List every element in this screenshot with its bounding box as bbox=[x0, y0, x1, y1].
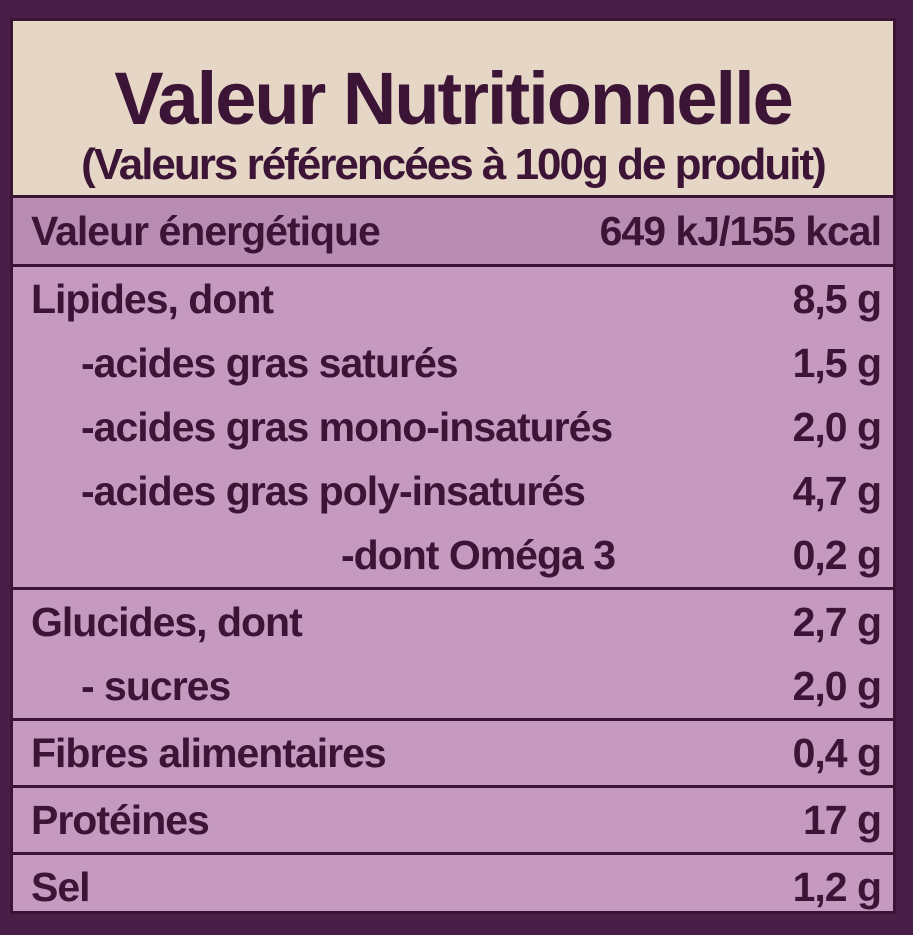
row-value: 2,0 g bbox=[792, 662, 882, 709]
row-label: Fibres alimentaires bbox=[31, 729, 387, 776]
section-glucides: Glucides, dont 2,7 g - sucres 2,0 g bbox=[13, 590, 893, 721]
row-value: 4,7 g bbox=[792, 467, 882, 514]
row-label: Protéines bbox=[31, 796, 210, 843]
table-row: - sucres 2,0 g bbox=[31, 654, 882, 718]
table-row: Fibres alimentaires 0,4 g bbox=[31, 721, 882, 785]
row-label: - sucres bbox=[81, 662, 231, 709]
table-row: Lipides, dont 8,5 g bbox=[31, 267, 882, 331]
row-label: -acides gras mono-insaturés bbox=[81, 403, 613, 450]
row-label: -acides gras saturés bbox=[81, 339, 459, 386]
section-proteines: Protéines 17 g bbox=[13, 788, 893, 855]
row-value: 17 g bbox=[802, 796, 882, 843]
label-header: Valeur Nutritionnelle (Valeurs référencé… bbox=[13, 21, 893, 198]
row-value: 0,2 g bbox=[792, 531, 882, 578]
section-fibres: Fibres alimentaires 0,4 g bbox=[13, 721, 893, 788]
row-value: 0,4 g bbox=[792, 729, 882, 776]
energy-value: 649 kJ/155 kcal bbox=[599, 207, 882, 254]
table-row: Protéines 17 g bbox=[31, 788, 882, 852]
row-label: Sel bbox=[31, 863, 91, 910]
table-row: -acides gras saturés 1,5 g bbox=[31, 331, 882, 395]
row-label: Lipides, dont bbox=[31, 275, 274, 322]
table-row: -acides gras poly-insaturés 4,7 g bbox=[31, 459, 882, 523]
row-value: 8,5 g bbox=[792, 275, 882, 322]
energy-row: Valeur énergétique 649 kJ/155 kcal bbox=[13, 198, 893, 267]
nutrition-label: Valeur Nutritionnelle (Valeurs référencé… bbox=[10, 18, 896, 914]
table-row: Sel 1,2 g bbox=[31, 855, 882, 919]
table-row: -dont Oméga 3 0,2 g bbox=[31, 523, 882, 587]
row-value: 2,7 g bbox=[792, 598, 882, 645]
label-title: Valeur Nutritionnelle bbox=[114, 57, 794, 140]
row-value: 2,0 g bbox=[792, 403, 882, 450]
table-row: Glucides, dont 2,7 g bbox=[31, 590, 882, 654]
section-lipides: Lipides, dont 8,5 g -acides gras saturés 1… bbox=[13, 267, 893, 590]
label-subtitle: (Valeurs référencées à 100g de produit) bbox=[81, 140, 827, 189]
row-label: Glucides, dont bbox=[31, 598, 303, 645]
energy-label: Valeur énergétique bbox=[31, 207, 381, 254]
section-sel: Sel 1,2 g bbox=[13, 855, 893, 919]
table-row: -acides gras mono-insaturés 2,0 g bbox=[31, 395, 882, 459]
row-value: 1,2 g bbox=[792, 863, 882, 910]
row-value: 1,5 g bbox=[792, 339, 882, 386]
row-label: -acides gras poly-insaturés bbox=[81, 467, 586, 514]
row-label: -dont Oméga 3 bbox=[341, 531, 616, 578]
